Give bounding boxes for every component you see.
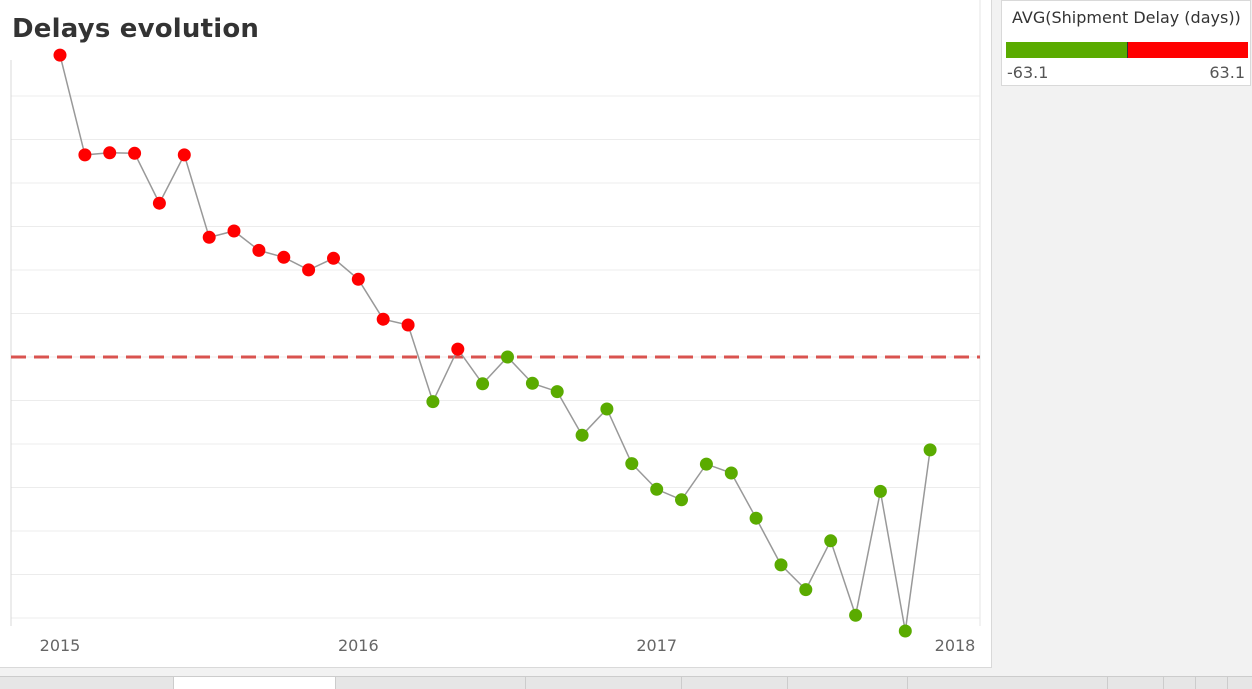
data-point[interactable] <box>724 466 738 480</box>
chart-title: Delays evolution <box>12 14 260 44</box>
sheet-tab[interactable] <box>526 677 682 689</box>
data-point[interactable] <box>451 342 465 356</box>
legend-negative-segment <box>1006 42 1127 58</box>
data-point[interactable] <box>202 230 216 244</box>
data-point[interactable] <box>675 493 688 507</box>
legend-max-label: 63.1 <box>1209 63 1245 82</box>
data-point[interactable] <box>650 482 664 496</box>
data-point[interactable] <box>749 511 763 525</box>
data-point[interactable] <box>550 385 564 399</box>
sheet-tab[interactable] <box>908 677 1108 689</box>
data-point[interactable] <box>302 263 316 277</box>
data-point[interactable] <box>177 148 191 162</box>
grid-lines <box>11 95 980 619</box>
x-tick-label: 2016 <box>338 636 379 655</box>
data-point[interactable] <box>774 558 788 572</box>
data-point[interactable] <box>426 395 440 409</box>
data-point[interactable] <box>53 48 67 62</box>
data-point[interactable] <box>401 318 415 332</box>
data-point[interactable] <box>501 350 514 364</box>
data-point[interactable] <box>625 457 639 471</box>
x-tick-label: 2018 <box>935 636 976 655</box>
data-point[interactable] <box>699 457 713 471</box>
data-point[interactable] <box>824 534 838 548</box>
sheet-tab[interactable] <box>788 677 908 689</box>
sheet-tab[interactable] <box>682 677 788 689</box>
legend-color-ramp <box>1006 42 1248 58</box>
legend-positive-segment <box>1127 42 1248 58</box>
data-point[interactable] <box>128 146 142 160</box>
sheet-tab[interactable] <box>1108 677 1164 689</box>
data-point[interactable] <box>525 376 539 390</box>
x-tick-label: 2015 <box>40 636 81 655</box>
data-points[interactable] <box>53 48 937 638</box>
data-point[interactable] <box>78 148 92 162</box>
data-point[interactable] <box>152 196 166 210</box>
chart-panel: Delays evolution 2015 2016 2017 2018 <box>0 0 992 668</box>
legend-min-label: -63.1 <box>1007 63 1049 82</box>
x-axis-ticks: 2015 2016 2017 2018 <box>40 636 976 655</box>
sheet-tab[interactable] <box>336 677 526 689</box>
data-point[interactable] <box>376 312 390 326</box>
data-point[interactable] <box>476 377 490 391</box>
data-point[interactable] <box>849 608 863 622</box>
sheet-tab-active[interactable] <box>174 677 336 689</box>
data-point[interactable] <box>252 243 266 257</box>
sheet-tab[interactable] <box>1196 677 1228 689</box>
color-legend[interactable]: AVG(Shipment Delay (days)) -63.1 63.1 <box>1001 0 1251 86</box>
data-point[interactable] <box>923 443 937 457</box>
data-point[interactable] <box>351 272 365 286</box>
sheet-tab[interactable] <box>1164 677 1196 689</box>
data-point[interactable] <box>898 624 912 638</box>
data-point[interactable] <box>575 428 589 442</box>
data-point[interactable] <box>277 250 291 264</box>
legend-title: AVG(Shipment Delay (days)) <box>1012 8 1241 27</box>
data-point[interactable] <box>799 583 813 597</box>
sheet-tabs-strip <box>0 676 1252 689</box>
chart-plot[interactable]: 2015 2016 2017 2018 <box>0 0 992 668</box>
data-point[interactable] <box>227 224 241 238</box>
data-point[interactable] <box>103 146 117 160</box>
data-point[interactable] <box>873 484 887 498</box>
x-tick-label: 2017 <box>636 636 677 655</box>
data-point[interactable] <box>600 402 614 416</box>
sheet-tab[interactable] <box>0 677 174 689</box>
series-line <box>59 54 931 632</box>
data-point[interactable] <box>327 251 340 265</box>
